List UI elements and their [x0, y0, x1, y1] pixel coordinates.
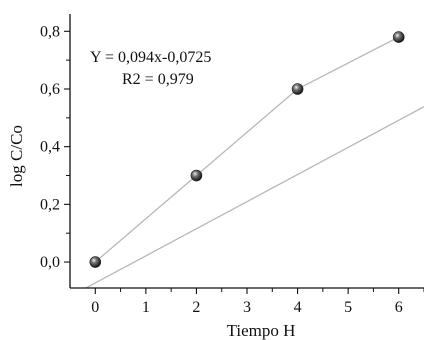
annotation-r2: R2 = 0,979 — [122, 71, 194, 88]
data-point — [291, 83, 304, 95]
y-axis-title: log C/Co — [7, 125, 26, 187]
x-tick-label: 1 — [142, 299, 150, 316]
series-line — [94, 36, 400, 263]
y-tick-label: 0,0 — [40, 254, 60, 271]
x-tick-label: 6 — [395, 299, 403, 316]
trendline — [84, 106, 424, 288]
x-axis-title: Tiempo H — [227, 321, 296, 340]
ticks: 0 1 2 3 4 5 6 0,0 0,2 0,4 0,6 0,8 — [40, 23, 424, 316]
y-tick-label: 0,2 — [40, 196, 60, 213]
x-tick-label: 4 — [294, 299, 302, 316]
data-point — [89, 256, 102, 268]
x-tick-label: 2 — [192, 299, 200, 316]
y-tick-label: 0,8 — [40, 23, 60, 40]
x-tick-label: 5 — [344, 299, 352, 316]
data-point — [392, 31, 405, 43]
x-tick-label: 3 — [243, 299, 251, 316]
annotation-equation: Y = 0,094x-0,0725 — [90, 49, 211, 66]
plot-area — [84, 31, 424, 288]
data-point — [190, 169, 203, 182]
y-tick-label: 0,4 — [40, 139, 60, 156]
y-tick-label: 0,6 — [40, 81, 60, 98]
x-tick-label: 0 — [91, 299, 99, 316]
